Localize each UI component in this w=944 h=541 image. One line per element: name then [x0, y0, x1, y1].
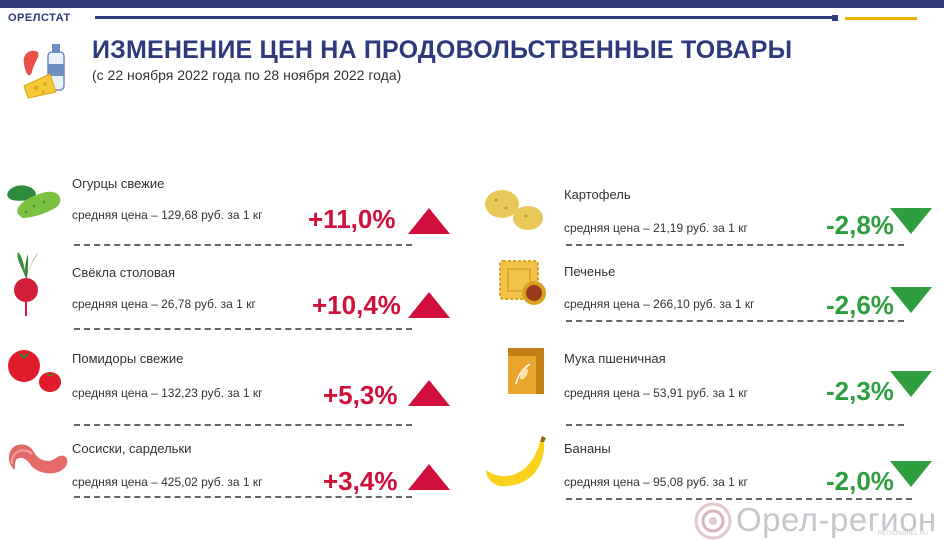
decrease-arrow-icon: [890, 287, 932, 313]
brand-label: ОРЕЛСТАТ: [8, 12, 71, 24]
page-title: ИЗМЕНЕНИЕ ЦЕН НА ПРОДОВОЛЬСТВЕННЫЕ ТОВАР…: [92, 36, 793, 64]
top-bar: [0, 0, 944, 8]
item-divider: [74, 328, 412, 330]
item-name: Огурцы свежие: [72, 176, 165, 191]
item-divider: [74, 424, 412, 426]
decrease-arrow-icon: [890, 371, 932, 397]
item-name: Помидоры свежие: [72, 351, 184, 366]
increase-arrow-icon: [408, 292, 450, 318]
item-name: Свёкла столовая: [72, 265, 176, 280]
item-name: Картофель: [564, 187, 631, 202]
header-rule-dot: [832, 15, 838, 21]
sausage-icon: [8, 444, 68, 474]
decrease-arrow-icon: [890, 208, 932, 234]
change-value: +5,3%: [323, 380, 398, 410]
item-price: средняя цена – 266,10 руб. за 1 кг: [564, 297, 755, 311]
increase-arrow-icon: [408, 208, 450, 234]
change-value: +3,4%: [323, 466, 398, 496]
watermark-site: REGIONOREL.RU: [878, 531, 929, 537]
item-divider: [74, 244, 412, 246]
item-divider: [74, 496, 412, 498]
item-divider: [566, 244, 904, 246]
item-divider: [566, 424, 904, 426]
item-name: Печенье: [564, 264, 616, 279]
item-divider: [566, 320, 904, 322]
groceries-icon: [23, 44, 65, 99]
header-accent-rule: [845, 17, 917, 20]
change-value: -2,3%: [826, 376, 894, 406]
banana-icon: [486, 436, 546, 487]
change-value: -2,6%: [826, 290, 894, 320]
increase-arrow-icon: [408, 464, 450, 490]
change-value: -2,8%: [826, 210, 894, 240]
item-name: Сосиски, сардельки: [72, 441, 192, 456]
item-name: Бананы: [564, 441, 611, 456]
decrease-arrow-icon: [890, 461, 932, 487]
watermark-text: Орел-регион: [736, 501, 937, 538]
change-value: +11,0%: [308, 204, 396, 234]
item-price: средняя цена – 26,78 руб. за 1 кг: [72, 297, 256, 311]
item-price: средняя цена – 21,19 руб. за 1 кг: [564, 221, 748, 235]
change-value: +10,4%: [312, 290, 401, 320]
header-rule: [95, 16, 835, 19]
change-value: -2,0%: [826, 466, 894, 496]
item-price: средняя цена – 132,23 руб. за 1 кг: [72, 386, 263, 400]
item-price: средняя цена – 425,02 руб. за 1 кг: [72, 475, 263, 489]
watermark-logo-icon: [694, 502, 732, 540]
page-subtitle: (с 22 ноября 2022 года по 28 ноября 2022…: [92, 67, 402, 83]
item-price: средняя цена – 53,91 руб. за 1 кг: [564, 386, 748, 400]
item-name: Мука пшеничная: [564, 351, 666, 366]
item-price: средняя цена – 95,08 руб. за 1 кг: [564, 475, 748, 489]
cookie-icon: [499, 260, 546, 305]
tomato-icon: [8, 350, 61, 392]
beet-icon: [14, 252, 38, 316]
potato-icon: [485, 190, 543, 230]
cucumber-icon: [7, 185, 61, 218]
item-price: средняя цена – 129,68 руб. за 1 кг: [72, 208, 263, 222]
increase-arrow-icon: [408, 380, 450, 406]
flour-bag-icon: [508, 348, 544, 394]
item-divider: [566, 498, 912, 500]
